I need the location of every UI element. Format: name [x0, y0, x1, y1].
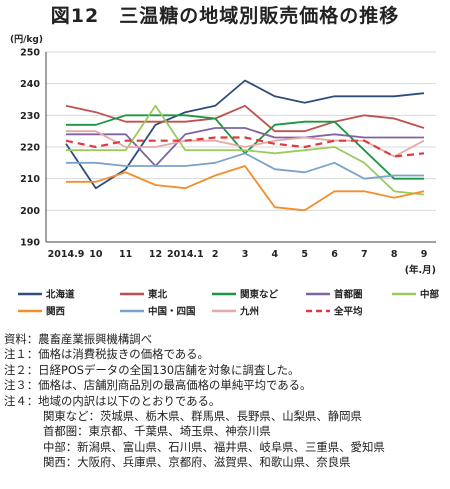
series-line-東北: [65, 104, 425, 133]
series-line-中部: [66, 104, 425, 196]
note-region-chubu: 中部：新潟県、富山県、石川県、福井県、岐阜県、三重県、愛知県: [43, 439, 385, 454]
series-line-中国・四国: [66, 152, 424, 180]
legend-label: 中国・四国: [148, 306, 196, 318]
series-line-関西: [66, 165, 425, 212]
legend-label: 関東など: [240, 289, 279, 301]
y-tick-label: 190: [20, 238, 40, 249]
y-tick-label: 220: [20, 143, 40, 154]
legend-label: 中部: [420, 289, 440, 301]
x-tick-label: 2014.9: [48, 249, 85, 260]
x-tick-label: 10: [89, 249, 103, 260]
x-tick-label: 9: [421, 249, 428, 260]
x-tick-label: 12: [149, 249, 162, 260]
series-line-全平均: [65, 136, 425, 158]
x-tick-label: 3: [242, 249, 249, 260]
y-tick-label: 210: [20, 174, 40, 185]
note-4: 注４：地域の内訳は以下のとおりである。: [4, 393, 221, 408]
y-tick-label: 250: [20, 48, 40, 59]
y-tick-label: 230: [20, 111, 40, 122]
x-tick-label: 11: [119, 249, 132, 260]
legend-label: 東北: [147, 289, 168, 301]
x-tick-label: 5: [301, 249, 308, 260]
note-source: 資料：農畜産業振興機構調べ: [4, 332, 153, 346]
legend-label: 関西: [46, 307, 66, 318]
x-tick-label: 4: [272, 249, 279, 260]
series-line-首都圏: [66, 127, 424, 167]
y-tick-label: 200: [20, 206, 40, 217]
series-line-北海道: [65, 79, 425, 190]
note-1: 注１：価格は消費税抜きの価格である。: [4, 347, 209, 362]
x-tick-label: 2: [212, 249, 219, 260]
y-tick-label: 240: [20, 79, 40, 90]
legend-label: 首都圏: [334, 289, 363, 301]
legend-label: 北海道: [46, 289, 75, 301]
note-region-kanto: 関東など：茨城県、栃木県、群馬県、長野県、山梨県、静岡県: [43, 409, 362, 424]
x-tick-label: 2014.1: [167, 249, 204, 260]
note-3: 注３：価格は、店舗別商品別の最高価格の単純平均である。: [4, 378, 312, 393]
note-region-kansai: 関西：大阪府、兵庫県、京都府、滋賀県、和歌山県、奈良県: [43, 455, 351, 470]
line-chart: 190 200 210 220 230 240 250 (円/kg) 2014.9 10 11 12 2…: [10, 34, 440, 318]
note-2: 注２：日経POSデータの全国130店舗を対象に調査した。: [4, 362, 300, 377]
legend-label: 九州: [239, 306, 259, 318]
figure-title: 図12 三温糖の地域別販売価格の推移: [50, 5, 400, 27]
x-tick-label: 8: [391, 249, 398, 260]
note-region-shutoken: 首都圏：東京都、千葉県、埼玉県、神奈川県: [43, 424, 271, 439]
x-axis-unit-label: (年.月): [405, 264, 436, 276]
x-tick-label: 7: [361, 249, 368, 260]
y-axis-unit-label: (円/kg): [10, 34, 43, 45]
legend-label: 全平均: [333, 306, 363, 318]
x-tick-label: 6: [331, 249, 338, 260]
figure-notes: 資料：農畜産業振興機構調べ 注１：価格は消費税抜きの価格である。 注２：日経PO…: [4, 332, 448, 471]
